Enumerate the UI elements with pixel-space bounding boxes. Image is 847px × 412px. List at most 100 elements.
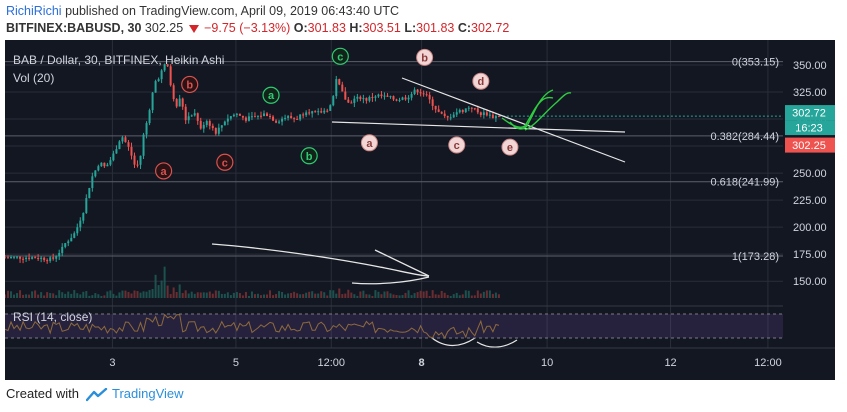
candle-body[interactable] (5, 257, 6, 259)
candle-body[interactable] (13, 256, 16, 258)
candle-body[interactable] (151, 92, 154, 111)
candle-body[interactable] (100, 162, 103, 167)
candle-body[interactable] (476, 108, 479, 113)
candle-body[interactable] (25, 257, 28, 260)
candle-body[interactable] (61, 246, 64, 253)
candle-body[interactable] (145, 123, 148, 135)
candle-body[interactable] (347, 99, 350, 103)
candle-body[interactable] (208, 121, 211, 126)
candle-body[interactable] (320, 111, 323, 113)
candle-body[interactable] (317, 111, 320, 113)
candle-body[interactable] (10, 257, 13, 259)
candle-body[interactable] (154, 81, 157, 93)
candle-body[interactable] (70, 237, 73, 242)
candle-body[interactable] (115, 149, 118, 154)
candle-body[interactable] (479, 112, 482, 116)
candle-body[interactable] (178, 98, 181, 107)
candle-body[interactable] (124, 137, 127, 143)
candle-body[interactable] (482, 112, 485, 116)
candle-body[interactable] (398, 99, 401, 101)
candle-body[interactable] (7, 257, 10, 259)
price-chart[interactable]: 0(353.15) 0.382(284.44) 0.618(241.99) 1(173… (5, 40, 835, 380)
candle-body[interactable] (139, 155, 142, 165)
candle-body[interactable] (452, 114, 455, 118)
candle-body[interactable] (232, 114, 235, 117)
candle-body[interactable] (383, 95, 386, 97)
author-name[interactable]: RichiRichi (6, 4, 62, 18)
candle-body[interactable] (247, 116, 250, 121)
candle-body[interactable] (296, 118, 299, 120)
candle-body[interactable] (193, 113, 196, 116)
green-projection-3[interactable] (509, 89, 554, 130)
candle-body[interactable] (359, 96, 362, 100)
candle-body[interactable] (464, 108, 467, 113)
candle-body[interactable] (404, 97, 407, 100)
candle-body[interactable] (142, 134, 145, 156)
candle-body[interactable] (169, 66, 172, 86)
candle-body[interactable] (148, 110, 151, 124)
candle-body[interactable] (58, 252, 61, 257)
candle-body[interactable] (491, 114, 494, 119)
candle-body[interactable] (253, 116, 256, 118)
candle-body[interactable] (332, 96, 335, 106)
candle-body[interactable] (329, 105, 332, 111)
candle-body[interactable] (356, 96, 359, 99)
candle-body[interactable] (235, 113, 238, 115)
candle-body[interactable] (226, 118, 229, 122)
candle-body[interactable] (392, 96, 395, 100)
candle-body[interactable] (293, 118, 296, 120)
candle-body[interactable] (467, 107, 470, 109)
candle-body[interactable] (446, 116, 449, 118)
candle-body[interactable] (16, 256, 19, 258)
candle-body[interactable] (488, 114, 491, 116)
candle-body[interactable] (76, 227, 79, 234)
candle-body[interactable] (443, 113, 446, 117)
candle-body[interactable] (338, 79, 341, 85)
candle-body[interactable] (49, 257, 52, 261)
candle-body[interactable] (205, 121, 208, 125)
green-projection-1[interactable] (501, 96, 554, 128)
candle-body[interactable] (299, 114, 302, 120)
candle-body[interactable] (112, 153, 115, 161)
support-trendline[interactable] (331, 121, 626, 133)
candle-body[interactable] (497, 115, 500, 117)
candle-body[interactable] (187, 116, 190, 121)
candle-body[interactable] (163, 64, 166, 71)
candle-body[interactable] (485, 112, 488, 116)
candle-body[interactable] (127, 142, 130, 147)
candle-body[interactable] (374, 96, 377, 98)
candle-body[interactable] (302, 114, 305, 116)
candle-body[interactable] (28, 257, 31, 259)
candle-body[interactable] (106, 164, 109, 167)
candle-body[interactable] (85, 198, 88, 213)
green-projection-2[interactable] (524, 92, 572, 131)
candle-body[interactable] (217, 127, 220, 134)
candle-body[interactable] (43, 257, 46, 261)
candle-body[interactable] (344, 91, 347, 100)
candle-body[interactable] (172, 85, 175, 100)
candle-body[interactable] (91, 176, 94, 189)
candle-body[interactable] (103, 162, 106, 167)
candle-body[interactable] (73, 233, 76, 238)
candle-body[interactable] (211, 125, 214, 128)
candle-body[interactable] (220, 125, 223, 128)
candle-body[interactable] (287, 116, 290, 118)
candle-body[interactable] (440, 111, 443, 114)
candle-body[interactable] (326, 110, 329, 112)
candle-body[interactable] (281, 118, 284, 122)
candle-body[interactable] (46, 260, 49, 262)
candle-body[interactable] (31, 257, 34, 259)
candle-body[interactable] (428, 94, 431, 100)
candle-body[interactable] (425, 94, 428, 96)
candle-body[interactable] (121, 137, 124, 142)
candle-body[interactable] (368, 96, 371, 101)
candle-body[interactable] (278, 121, 281, 123)
candle-body[interactable] (22, 258, 25, 260)
candle-body[interactable] (461, 110, 464, 113)
rsi-bottom-mark-1[interactable] (431, 337, 476, 347)
candle-body[interactable] (175, 99, 178, 107)
candle-body[interactable] (229, 116, 232, 119)
trendline-drawings[interactable] (211, 77, 626, 348)
candle-body[interactable] (353, 98, 356, 103)
candle-body[interactable] (256, 115, 259, 117)
